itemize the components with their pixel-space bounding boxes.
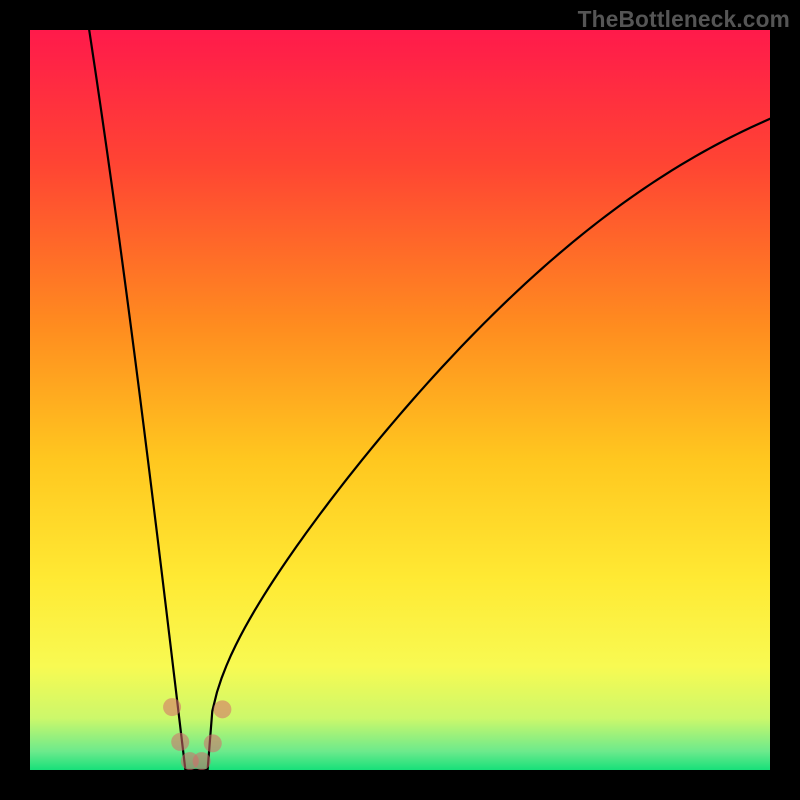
chart-container: TheBottleneck.com <box>0 0 800 800</box>
curve-marker <box>213 700 231 718</box>
curve-marker <box>163 698 181 716</box>
curve-marker <box>171 733 189 751</box>
plot-area <box>30 30 770 770</box>
curve-marker <box>193 752 211 770</box>
chart-svg <box>30 30 770 770</box>
curve-marker <box>204 734 222 752</box>
watermark-text: TheBottleneck.com <box>578 6 790 33</box>
